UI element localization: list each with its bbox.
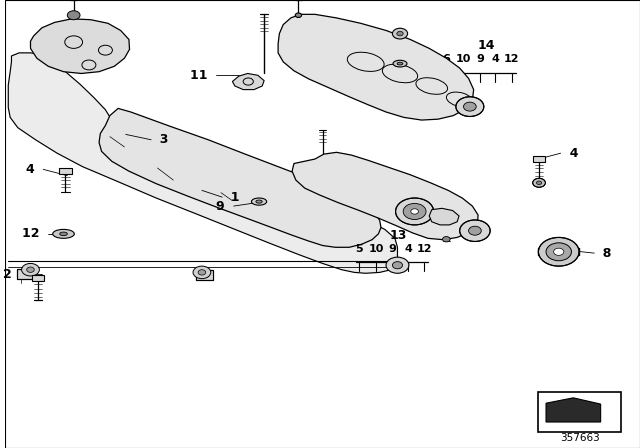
Text: 9: 9: [476, 54, 484, 64]
Circle shape: [546, 243, 572, 261]
Text: 7: 7: [446, 207, 464, 221]
Bar: [533, 156, 545, 162]
Circle shape: [198, 270, 205, 275]
Ellipse shape: [52, 229, 74, 238]
Text: 357663: 357663: [560, 433, 600, 443]
Circle shape: [536, 181, 541, 185]
Polygon shape: [99, 108, 381, 247]
Polygon shape: [546, 398, 600, 422]
Text: 12: 12: [504, 54, 520, 64]
Circle shape: [295, 13, 301, 17]
Circle shape: [554, 248, 564, 255]
Circle shape: [463, 102, 476, 111]
Text: 4: 4: [404, 244, 412, 254]
Text: 13: 13: [390, 228, 408, 242]
Polygon shape: [8, 53, 397, 273]
Text: 4: 4: [492, 54, 499, 64]
Circle shape: [392, 28, 408, 39]
Bar: [59, 168, 72, 174]
Text: 12: 12: [417, 244, 432, 254]
Circle shape: [67, 11, 80, 20]
Polygon shape: [31, 19, 129, 73]
Text: 12: 12: [22, 227, 48, 241]
Ellipse shape: [252, 198, 267, 205]
Circle shape: [403, 203, 426, 220]
Circle shape: [396, 198, 434, 225]
Text: 11: 11: [189, 69, 216, 82]
Ellipse shape: [256, 200, 262, 203]
Ellipse shape: [60, 232, 67, 236]
Bar: [17, 269, 35, 279]
Circle shape: [468, 226, 481, 235]
Text: 9: 9: [388, 244, 396, 254]
Bar: [196, 270, 213, 280]
Text: 2: 2: [3, 267, 21, 281]
Text: 10: 10: [456, 54, 471, 64]
Text: A: A: [423, 202, 441, 215]
Text: 10: 10: [424, 58, 451, 72]
Text: 1: 1: [222, 190, 240, 204]
Text: 9: 9: [216, 199, 234, 213]
Circle shape: [22, 263, 40, 276]
Circle shape: [456, 97, 484, 116]
Bar: [538, 392, 621, 432]
Ellipse shape: [393, 60, 407, 67]
Circle shape: [397, 31, 403, 36]
Text: 5: 5: [356, 244, 363, 254]
Circle shape: [460, 220, 490, 241]
Bar: [33, 275, 44, 281]
Text: 4: 4: [561, 146, 578, 160]
Circle shape: [532, 178, 545, 187]
Polygon shape: [292, 152, 478, 240]
Circle shape: [27, 267, 35, 272]
Text: 8: 8: [595, 246, 612, 260]
Text: 6: 6: [442, 54, 451, 64]
Ellipse shape: [397, 62, 403, 65]
Text: 14: 14: [477, 39, 495, 52]
Text: B: B: [434, 100, 452, 113]
Text: 3: 3: [151, 133, 168, 146]
Polygon shape: [232, 73, 264, 90]
Polygon shape: [429, 208, 459, 225]
Circle shape: [442, 237, 450, 242]
Polygon shape: [278, 14, 474, 120]
Text: 10: 10: [368, 244, 383, 254]
Bar: [17, 269, 35, 279]
Circle shape: [392, 262, 403, 269]
Circle shape: [386, 257, 409, 273]
Circle shape: [538, 237, 579, 266]
Circle shape: [411, 209, 419, 214]
Text: 4: 4: [26, 163, 43, 176]
Circle shape: [193, 266, 211, 279]
Bar: [196, 270, 213, 280]
